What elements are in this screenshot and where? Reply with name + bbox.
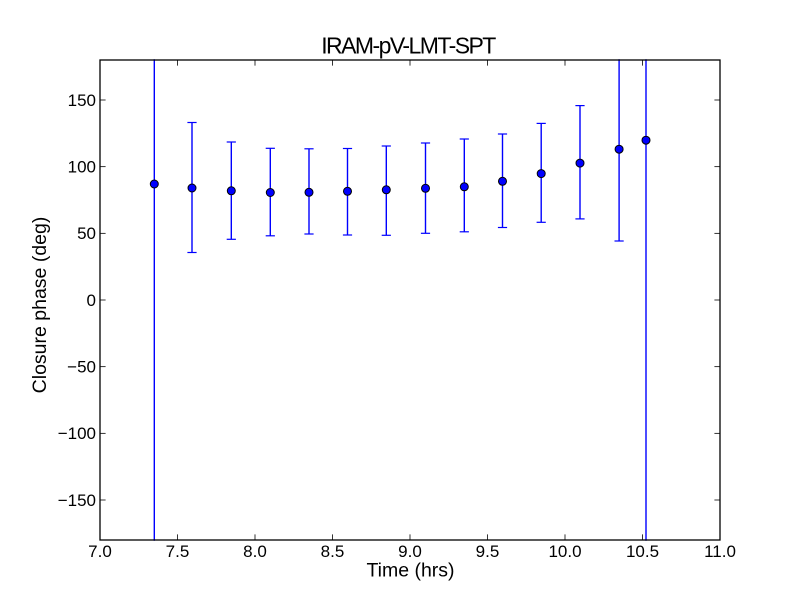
svg-text:10.0: 10.0 xyxy=(548,542,581,561)
svg-text:−50: −50 xyxy=(67,358,96,377)
svg-text:0: 0 xyxy=(87,291,96,310)
svg-text:−150: −150 xyxy=(58,491,96,510)
svg-text:9.5: 9.5 xyxy=(476,542,500,561)
svg-text:7.5: 7.5 xyxy=(166,542,190,561)
svg-text:Time (hrs): Time (hrs) xyxy=(366,560,454,582)
svg-text:100: 100 xyxy=(68,158,96,177)
svg-text:150: 150 xyxy=(68,91,96,110)
svg-text:−100: −100 xyxy=(58,424,96,443)
svg-text:7.0: 7.0 xyxy=(88,542,112,561)
svg-text:50: 50 xyxy=(77,224,96,243)
svg-text:9.0: 9.0 xyxy=(398,542,422,561)
svg-text:Closure phase (deg): Closure phase (deg) xyxy=(29,217,51,394)
svg-text:8.5: 8.5 xyxy=(321,542,345,561)
svg-text:8.0: 8.0 xyxy=(243,542,267,561)
svg-text:10.5: 10.5 xyxy=(626,542,659,561)
svg-text:11.0: 11.0 xyxy=(704,542,736,561)
svg-text:IRAM-pV-LMT-SPT: IRAM-pV-LMT-SPT xyxy=(321,33,496,59)
